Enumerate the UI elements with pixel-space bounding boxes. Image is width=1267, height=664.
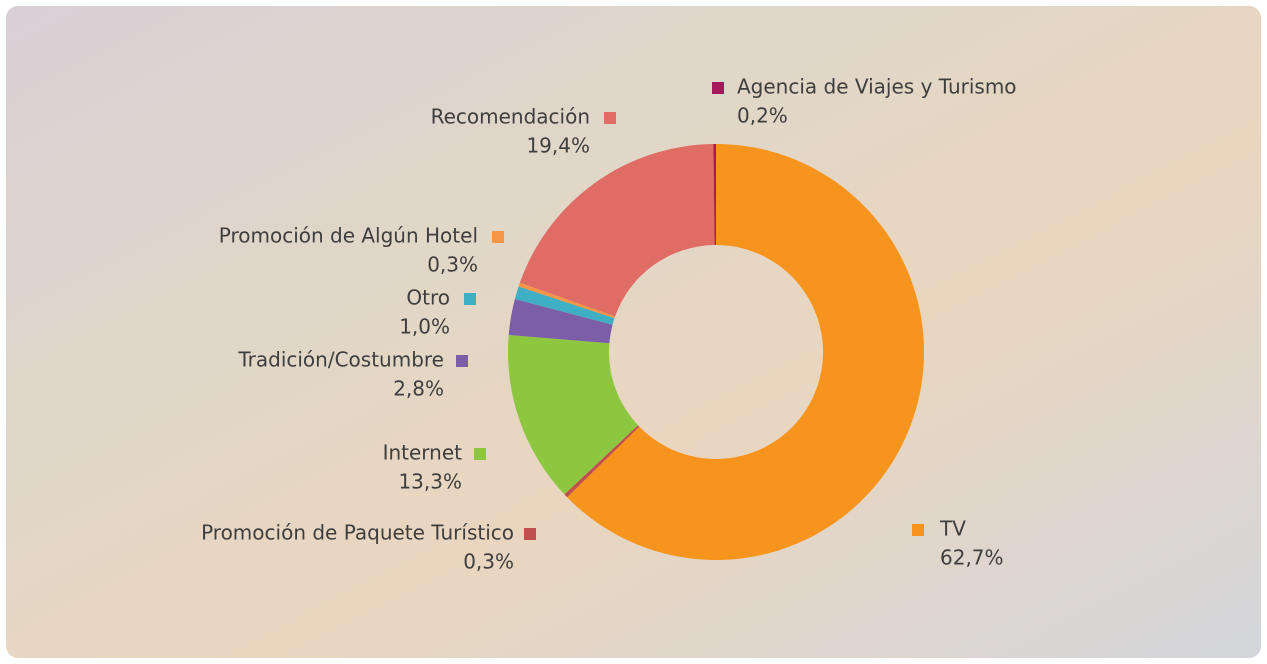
slice	[518, 282, 616, 319]
value-label: 19,4%	[526, 134, 590, 158]
value-label: 2,8%	[393, 377, 444, 401]
legend-marker	[464, 293, 476, 305]
slice-label: Otro	[406, 286, 450, 310]
slice-label: Recomendación	[431, 105, 590, 129]
value-label: 0,3%	[427, 253, 478, 277]
slice	[508, 335, 639, 495]
slice-label: Promoción de Algún Hotel	[219, 224, 478, 248]
slice-label: Tradición/Costumbre	[237, 348, 444, 372]
value-label: 0,3%	[463, 550, 514, 574]
legend-marker	[712, 82, 724, 94]
slice-label: Agencia de Viajes y Turismo	[737, 75, 1017, 99]
slice	[713, 144, 716, 246]
slice	[508, 299, 613, 344]
legend-marker	[524, 528, 536, 540]
legend-marker	[456, 355, 468, 367]
slice	[567, 144, 925, 560]
slice-label: Internet	[383, 441, 463, 465]
plot: TV 62,7% Promoción de Paquete Turístico 0,3…	[201, 75, 1016, 574]
value-label: 13,3%	[398, 470, 462, 494]
legend-marker	[492, 231, 504, 243]
slice	[564, 425, 640, 498]
slice	[514, 286, 615, 325]
legend-marker	[604, 112, 616, 124]
value-label: 62,7%	[940, 546, 1004, 570]
legend-marker	[474, 448, 486, 460]
value-label: 1,0%	[399, 315, 450, 339]
slice	[519, 144, 715, 317]
slice-label: TV	[939, 517, 966, 541]
legend-marker	[912, 524, 924, 536]
background	[6, 6, 1261, 658]
slice-label: Promoción de Paquete Turístico	[201, 521, 514, 545]
value-label: 0,2%	[737, 104, 788, 128]
